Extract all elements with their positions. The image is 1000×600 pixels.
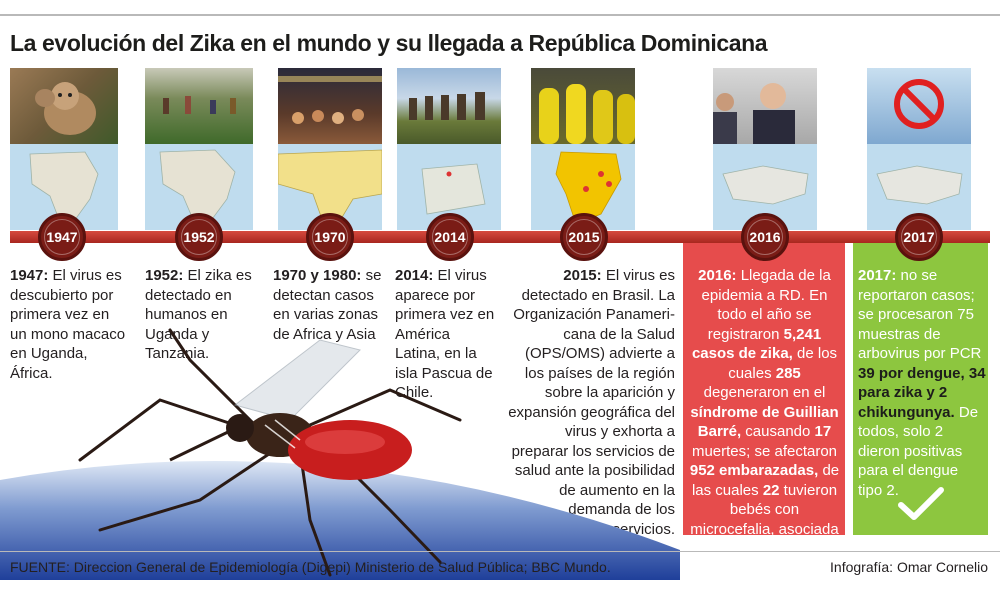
- event-2017: 2017: no se reportaron casos; se procesa…: [858, 267, 986, 499]
- press-conference-photo: [713, 68, 817, 144]
- thumb-2017: [867, 68, 971, 230]
- timeline-bar: [10, 231, 990, 243]
- event-2016: 2016: Llegada de la epidemia a RD. En to…: [689, 267, 840, 557]
- event-2015: 2015: El virus es detectado en Brasil. L…: [508, 267, 675, 538]
- event-2014: 2014: El virus aparece por primera vez e…: [395, 267, 495, 401]
- event-1947: 1947: El virus es descubierto por primer…: [10, 267, 126, 382]
- thumb-2015: [531, 68, 635, 230]
- africa-map: [10, 144, 118, 230]
- africa-asia-map: [278, 144, 382, 230]
- year-badge: 2014: [426, 213, 474, 261]
- year-badge: 2016: [741, 213, 789, 261]
- year-badge: 2015: [560, 213, 608, 261]
- thumb-2016: [713, 68, 817, 230]
- hazmat-workers-photo: [531, 68, 635, 144]
- page-title: La evolución del Zika en el mundo y su l…: [10, 30, 768, 56]
- year-badge: 1947: [38, 213, 86, 261]
- field-workers-photo: [145, 68, 253, 144]
- year-badge: 2017: [895, 213, 943, 261]
- credit-note: Infografía: Omar Cornelio: [830, 559, 988, 575]
- top-divider: [0, 14, 1000, 16]
- source-note: FUENTE: Direccion General de Epidemiolog…: [10, 559, 611, 575]
- no-mosquito-sign-photo: [867, 68, 971, 144]
- thumb-1970: [278, 68, 382, 230]
- bottom-divider: [0, 551, 1000, 552]
- checkmark-icon: [898, 487, 944, 520]
- year-badge: 1952: [175, 213, 223, 261]
- box-2016: [683, 243, 845, 535]
- event-1970: 1970 y 1980: se detectan casos en varias…: [273, 267, 382, 343]
- hispaniola-map: [867, 144, 971, 230]
- crowd-photo: [278, 68, 382, 144]
- year-badge: 1970: [306, 213, 354, 261]
- monkey-photo: [10, 68, 118, 144]
- globe-illustration: [0, 461, 680, 580]
- box-2017: [853, 243, 988, 535]
- thumb-1952: [145, 68, 253, 230]
- thumb-2014: [397, 68, 501, 230]
- moai-photo: [397, 68, 501, 144]
- mosquito-illustration: [78, 328, 462, 577]
- thumb-1947: [10, 68, 118, 230]
- event-1952: 1952: El zika es detectado en humanos en…: [145, 267, 252, 362]
